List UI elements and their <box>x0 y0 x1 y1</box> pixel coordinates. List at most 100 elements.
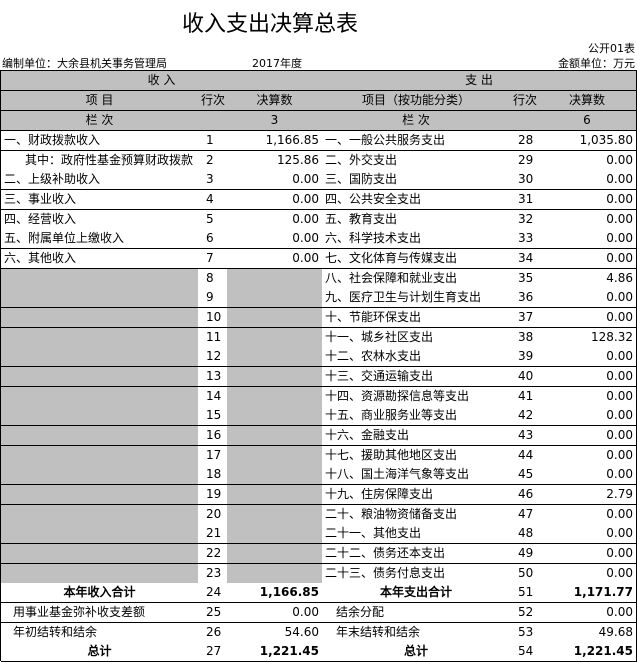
section-header: 收 入 <box>1 71 323 91</box>
item-name: 六、其他收入 <box>1 249 199 270</box>
amount: 0.00 <box>227 209 323 230</box>
line-no: 48 <box>510 524 539 545</box>
line-no: 31 <box>510 190 539 211</box>
item-name: 四、经营收入 <box>1 209 199 230</box>
item-name: 十三、交通运输支出 <box>322 367 511 388</box>
amount: 0.00 <box>538 445 637 466</box>
line-no: 33 <box>510 229 539 250</box>
item-name: 十五、商业服务业等支出 <box>322 406 511 427</box>
line-no: 8 <box>198 268 228 289</box>
line-no: 30 <box>510 170 539 191</box>
item-name: 用事业基金弥补收支差额 <box>1 603 199 624</box>
item-name: 总计 <box>1 642 199 662</box>
amount: 1,166.85 <box>227 131 323 152</box>
amount <box>227 288 323 309</box>
line-no: 26 <box>198 622 228 643</box>
item-name: 结余分配 <box>322 603 511 624</box>
item-name <box>1 347 199 368</box>
column-header: 行次 <box>510 91 539 111</box>
amount: 1,171.77 <box>538 583 637 604</box>
amount: 0.00 <box>538 229 637 250</box>
amount: 0.00 <box>538 170 637 191</box>
item-name <box>1 327 199 348</box>
item-name: 一、财政拨款收入 <box>1 131 199 152</box>
item-name <box>1 386 199 407</box>
amount: 0.00 <box>538 544 637 565</box>
amount: 0.00 <box>538 406 637 427</box>
amount: 1,166.85 <box>227 583 323 604</box>
amount: 4.86 <box>538 268 637 289</box>
line-no: 52 <box>510 603 539 624</box>
amount <box>227 465 323 486</box>
amount: 1,221.45 <box>227 642 323 662</box>
line-no: 40 <box>510 367 539 388</box>
item-name <box>1 504 199 525</box>
amount: 0.00 <box>538 249 637 270</box>
line-no: 10 <box>198 308 228 329</box>
line-no: 4 <box>198 190 228 211</box>
item-name <box>1 465 199 486</box>
line-no: 53 <box>510 622 539 643</box>
item-name: 年末结转和结余 <box>322 622 511 643</box>
amount: 0.00 <box>227 170 323 191</box>
line-no: 47 <box>510 504 539 525</box>
item-name: 八、社会保障和就业支出 <box>322 268 511 289</box>
line-no: 12 <box>198 347 228 368</box>
amount <box>227 308 323 329</box>
line-no: 25 <box>198 603 228 624</box>
section-header: 支 出 <box>322 71 637 91</box>
item-name: 年初结转和结余 <box>1 622 199 643</box>
amount <box>227 367 323 388</box>
year: 2017年度 <box>252 57 302 70</box>
item-name <box>1 445 199 466</box>
line-no: 42 <box>510 406 539 427</box>
amount: 0.00 <box>538 426 637 447</box>
amount: 54.60 <box>227 622 323 643</box>
line-no: 24 <box>198 583 228 604</box>
amount: 0.00 <box>538 150 637 171</box>
column-number-blank <box>198 111 228 131</box>
amount <box>227 347 323 368</box>
line-no: 29 <box>510 150 539 171</box>
line-no: 39 <box>510 347 539 368</box>
line-no: 38 <box>510 327 539 348</box>
item-name: 十一、城乡社区支出 <box>322 327 511 348</box>
amount <box>227 524 323 545</box>
item-name: 四、公共安全支出 <box>322 190 511 211</box>
amount <box>227 504 323 525</box>
line-no: 3 <box>198 170 228 191</box>
item-name: 二十、粮油物资储备支出 <box>322 504 511 525</box>
item-name <box>1 288 199 309</box>
item-name <box>1 406 199 427</box>
item-name: 七、文化体育与传媒支出 <box>322 249 511 270</box>
amount <box>227 445 323 466</box>
amount: 0.00 <box>538 209 637 230</box>
column-header: 行次 <box>198 91 228 111</box>
line-no: 15 <box>198 406 228 427</box>
amount <box>227 268 323 289</box>
line-no: 37 <box>510 308 539 329</box>
item-name: 十、节能环保支出 <box>322 308 511 329</box>
item-name: 二、上级补助收入 <box>1 170 199 191</box>
amount: 0.00 <box>538 524 637 545</box>
line-no: 5 <box>198 209 228 230</box>
item-name <box>1 563 199 584</box>
line-no: 41 <box>510 386 539 407</box>
item-name: 十四、资源勘探信息等支出 <box>322 386 511 407</box>
amount: 0.00 <box>538 563 637 584</box>
item-name: 其中：政府性基金预算财政拨款 <box>1 150 199 171</box>
column-header: 决算数 <box>538 91 637 111</box>
line-no: 16 <box>198 426 228 447</box>
line-no: 22 <box>198 544 228 565</box>
item-name: 二十三、债务付息支出 <box>322 563 511 584</box>
line-no: 20 <box>198 504 228 525</box>
amount: 0.00 <box>538 308 637 329</box>
item-name <box>1 426 199 447</box>
line-no: 19 <box>198 485 228 506</box>
item-name: 五、附属单位上缴收入 <box>1 229 199 250</box>
item-name <box>1 485 199 506</box>
amount <box>227 406 323 427</box>
line-no: 6 <box>198 229 228 250</box>
amount <box>227 544 323 565</box>
